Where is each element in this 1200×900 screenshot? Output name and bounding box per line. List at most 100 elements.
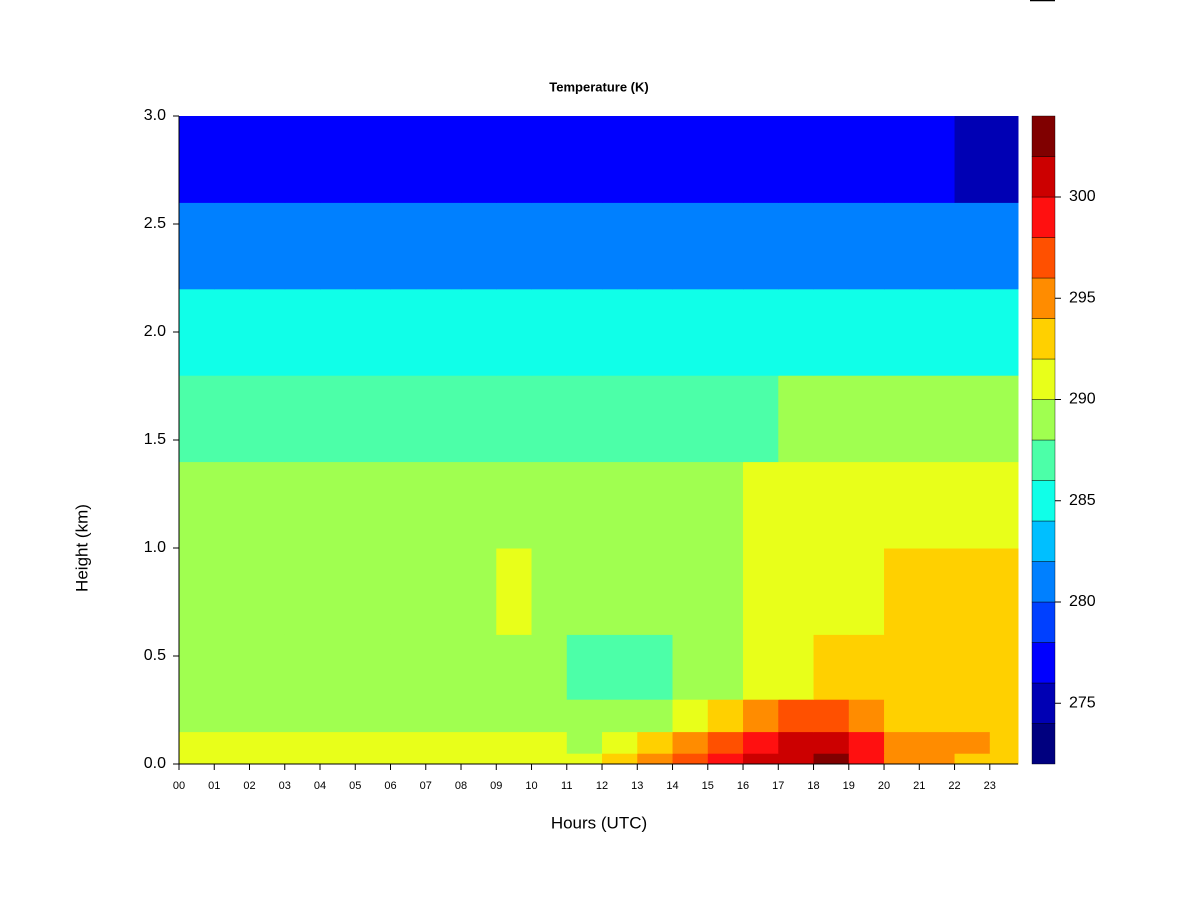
x-tick-label: 03 [279,780,291,792]
colorbar-band [1031,561,1056,603]
heat-cell [566,634,603,700]
heat-cell [672,753,709,765]
x-tick-label: 21 [913,780,925,792]
colorbar-tick-label: 275 [1069,694,1096,711]
heat-cell [813,731,850,754]
heat-cell [566,731,603,754]
heat-cell [743,202,779,290]
x-tick-label: 13 [631,780,643,792]
heat-cell [566,288,603,376]
heat-cell [390,753,427,765]
x-tick-label: 23 [984,780,996,792]
x-tick-label: 14 [666,780,678,792]
heat-cell [531,288,568,376]
heat-cell [848,634,885,700]
heat-cell [179,753,215,765]
heat-cell [496,699,533,733]
heat-cell [390,375,427,463]
colorbar-band [1031,520,1056,562]
heat-cell [707,731,744,754]
x-tick-label: 22 [948,780,960,792]
heat-cell [707,375,744,463]
x-tick-label: 10 [525,780,537,792]
heat-cell [672,116,709,203]
heat-cell [425,548,462,635]
heat-cell [884,375,920,463]
heat-cell [813,461,850,549]
heat-cell [884,116,920,203]
colorbar-band [1031,642,1056,684]
heat-cell [813,753,850,765]
heat-cell [848,753,885,765]
heat-cell [813,375,850,463]
heat-cell [919,116,956,203]
heat-cell [531,634,568,700]
heat-cell [989,202,1019,290]
heat-cell [743,116,779,203]
x-tick-label: 16 [737,780,749,792]
heat-cell [214,461,251,549]
heat-cell [496,461,533,549]
heat-cell [496,116,533,203]
heat-cell [919,202,956,290]
heat-cell [284,634,321,700]
x-tick-label: 17 [772,780,784,792]
heat-cell [566,202,603,290]
heat-cell [848,699,885,733]
heat-cell [531,116,568,203]
colorbar-band [1031,480,1056,522]
heat-cell [743,753,779,765]
heat-cell [637,753,674,765]
heat-cell [214,634,251,700]
heat-cell [355,753,392,765]
heat-cell [672,731,709,754]
heat-cell [355,288,392,376]
colorbar-band [1031,115,1056,157]
heat-cell [989,288,1019,376]
heat-cell [390,699,427,733]
heat-cell [461,288,497,376]
heat-cell [496,731,533,754]
heat-cell [637,116,674,203]
heat-cell [848,461,885,549]
heat-cell [884,202,920,290]
heat-cell [214,548,251,635]
heat-cell [813,288,850,376]
x-tick-label: 12 [596,780,608,792]
heat-cell [707,699,744,733]
heat-cell [778,288,815,376]
heat-cell [778,753,815,765]
colorbar-tick-label: 300 [1069,188,1096,205]
heat-cell [214,288,251,376]
heat-cell [637,731,674,754]
heat-cell [743,375,779,463]
heat-cell [355,116,392,203]
y-tick-label: 0.0 [144,755,166,772]
heat-cell [884,699,920,733]
x-tick-label: 07 [420,780,432,792]
heat-cell [425,731,462,754]
heat-cell [461,116,497,203]
heat-cell [848,288,885,376]
heat-cell [672,548,709,635]
heat-cell [461,731,497,754]
x-tick-label: 20 [878,780,890,792]
heat-cell [743,699,779,733]
x-tick-label: 09 [490,780,502,792]
heat-cell [249,699,286,733]
heat-cell [320,548,356,635]
heat-cell [320,461,356,549]
heat-cell [355,548,392,635]
y-tick-label: 3.0 [144,107,166,124]
heat-cell [813,548,850,635]
heat-cell [919,461,956,549]
heat-cell [214,699,251,733]
heat-cell [989,116,1019,203]
heat-cell [355,699,392,733]
heat-cell [707,753,744,765]
heat-cell [390,634,427,700]
colorbar-band [1031,318,1056,360]
heat-cell [284,375,321,463]
colorbar-band [1031,682,1056,724]
heat-cell [954,461,991,549]
